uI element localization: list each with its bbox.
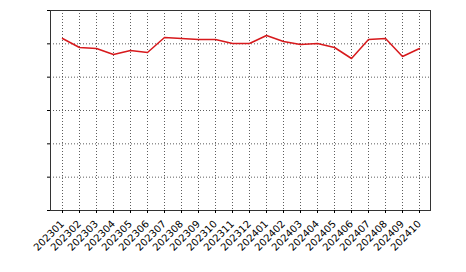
svg-text:202307: 202307 (133, 218, 169, 253)
svg-text:202404: 202404 (286, 218, 322, 253)
svg-text:202403: 202403 (269, 218, 305, 253)
svg-text:202310: 202310 (184, 218, 220, 253)
svg-text:202303: 202303 (65, 218, 101, 253)
svg-text:202308: 202308 (150, 218, 186, 253)
svg-text:202312: 202312 (218, 218, 254, 253)
svg-text:202409: 202409 (371, 218, 407, 253)
svg-text:202301: 202301 (31, 218, 67, 253)
svg-text:202302: 202302 (48, 218, 84, 253)
svg-text:202401: 202401 (235, 218, 271, 253)
svg-text:202306: 202306 (116, 218, 152, 253)
svg-text:202406: 202406 (320, 218, 356, 253)
svg-text:202309: 202309 (167, 218, 203, 253)
svg-text:202410: 202410 (388, 218, 423, 253)
svg-text:202408: 202408 (354, 218, 390, 253)
svg-text:202311: 202311 (201, 218, 237, 253)
svg-text:202305: 202305 (99, 218, 135, 253)
svg-text:202402: 202402 (252, 218, 288, 253)
svg-text:202407: 202407 (337, 218, 373, 253)
svg-text:202304: 202304 (82, 218, 118, 253)
svg-text:202405: 202405 (303, 218, 339, 253)
